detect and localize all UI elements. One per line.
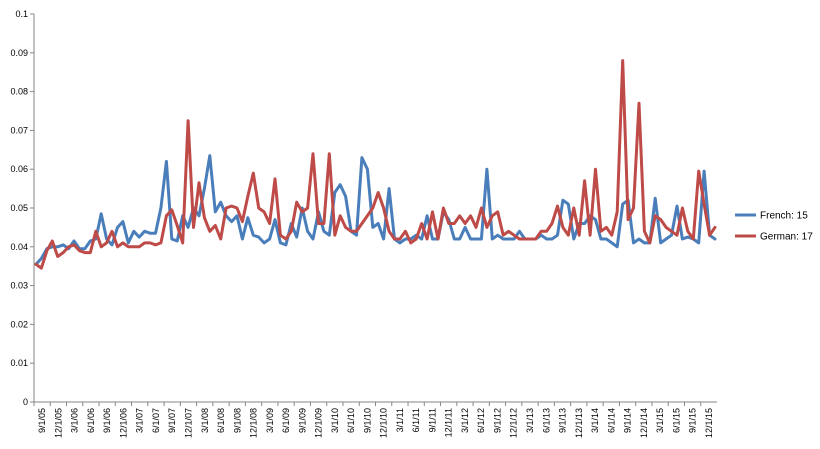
x-tick-label: 3/1/12 xyxy=(460,408,470,433)
x-tick-label: 6/1/07 xyxy=(151,408,161,433)
x-tick-label: 9/1/08 xyxy=(232,408,242,433)
x-tick-label: 12/1/11 xyxy=(444,408,454,437)
x-tick-label: 9/1/06 xyxy=(102,408,112,433)
legend: French: 15 German: 17 xyxy=(735,211,813,243)
x-tick-label: 3/1/07 xyxy=(135,408,145,433)
x-tick-label: 6/1/13 xyxy=(541,408,551,433)
y-tick-label: 0 xyxy=(23,397,28,407)
x-tick-label: 3/1/10 xyxy=(330,408,340,433)
legend-label: French: 15 xyxy=(760,211,808,222)
x-tick-label: 12/1/12 xyxy=(509,408,519,438)
x-tick-label: 9/1/15 xyxy=(688,408,698,433)
x-tick-label: 12/1/15 xyxy=(704,408,714,438)
x-tick-label: 9/1/13 xyxy=(558,408,568,433)
x-tick-label: 6/1/12 xyxy=(476,408,486,433)
x-tick-label: 9/1/14 xyxy=(623,408,633,433)
x-tick-label: 12/1/09 xyxy=(314,408,324,438)
y-tick-label: 0.02 xyxy=(10,319,28,329)
x-tick-label: 6/1/06 xyxy=(86,408,96,433)
x-tick-label: 9/1/10 xyxy=(362,408,372,433)
y-tick-label: 0.05 xyxy=(10,203,28,213)
x-tick-label: 9/1/05 xyxy=(37,408,47,433)
y-tick-label: 0.09 xyxy=(10,48,28,58)
x-tick-label: 9/1/11 xyxy=(427,408,437,432)
x-tick-label: 12/1/06 xyxy=(118,408,128,438)
y-axis: 0 0.01 0.02 0.03 0.04 0.05 0.06 0.07 0.08 0.09 0.1 xyxy=(10,9,35,407)
x-tick-label: 12/1/05 xyxy=(53,408,63,438)
x-tick-label: 6/1/15 xyxy=(671,408,681,433)
x-tick-label: 12/1/14 xyxy=(639,408,649,438)
y-tick-label: 0.04 xyxy=(10,242,28,252)
series-line-1 xyxy=(34,154,717,266)
series-lines xyxy=(34,59,717,270)
y-tick-label: 0.06 xyxy=(10,164,28,174)
y-tick-label: 0.08 xyxy=(10,87,28,97)
y-tick-label: 0.01 xyxy=(10,358,28,368)
x-tick-label: 6/1/08 xyxy=(216,408,226,433)
x-tick-label: 3/1/09 xyxy=(265,408,275,433)
y-tick-label: 0.03 xyxy=(10,281,28,291)
x-tick-label: 6/1/11 xyxy=(411,408,421,432)
x-tick-label: 12/1/08 xyxy=(249,408,259,438)
x-tick-label: 9/1/09 xyxy=(297,408,307,433)
legend-label: German: 17 xyxy=(760,232,813,243)
x-tick-label: 3/1/14 xyxy=(590,408,600,433)
x-tick-label: 3/1/15 xyxy=(655,408,665,433)
x-tick-label: 9/1/12 xyxy=(492,408,502,433)
x-tick-label: 3/1/11 xyxy=(395,408,405,432)
x-tick-label: 3/1/06 xyxy=(70,408,80,433)
y-tick-label: 0.1 xyxy=(15,9,28,19)
x-tick-label: 6/1/09 xyxy=(281,408,291,433)
x-tick-label: 9/1/07 xyxy=(167,408,177,433)
y-tick-label: 0.07 xyxy=(10,125,28,135)
x-axis: 9/1/05 12/1/05 3/1/06 6/1/06 9/1/06 12/1/06 3/… xyxy=(33,401,717,438)
x-tick-label: 3/1/08 xyxy=(200,408,210,433)
x-tick-label: 12/1/13 xyxy=(574,408,584,438)
x-tick-label: 12/1/10 xyxy=(379,408,389,438)
x-tick-label: 6/1/10 xyxy=(346,408,356,433)
x-tick-label: 3/1/13 xyxy=(525,408,535,433)
series-line-2 xyxy=(34,59,717,270)
x-tick-label: 12/1/07 xyxy=(183,408,193,438)
x-tick-label: 6/1/14 xyxy=(606,408,616,433)
